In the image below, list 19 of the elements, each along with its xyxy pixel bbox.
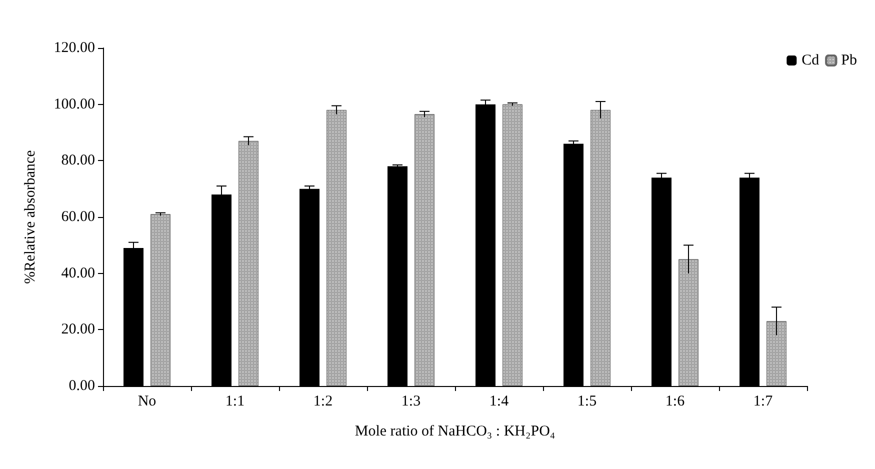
x-tick-label: 1:3 <box>401 394 421 410</box>
x-tick-label: 1:1 <box>225 394 245 410</box>
legend-label: Pb <box>841 52 857 68</box>
y-tick-label: 40.00 <box>61 265 95 282</box>
y-axis-title: %Relative absorbance <box>22 150 38 284</box>
y-tick-label: 0.00 <box>68 378 95 394</box>
legend-label: Cd <box>802 52 820 68</box>
y-tick-label: 120.00 <box>54 40 95 56</box>
x-tick-label: 1:5 <box>577 394 597 410</box>
x-tick-label: 1:6 <box>665 394 686 410</box>
y-tick-label: 100.00 <box>54 96 95 112</box>
y-tick-label: 80.00 <box>61 152 95 169</box>
x-tick-label: 1:7 <box>753 394 774 410</box>
x-tick-label: No <box>138 394 156 410</box>
y-tick-label: 60.00 <box>61 209 95 225</box>
x-tick-label: 1:2 <box>313 394 333 410</box>
x-axis-title: Mole ratio of NaHCO₃ : KH₂PO₄ <box>354 424 556 440</box>
y-tick-label: 20.00 <box>61 322 95 338</box>
x-tick-label: 1:4 <box>489 394 510 410</box>
